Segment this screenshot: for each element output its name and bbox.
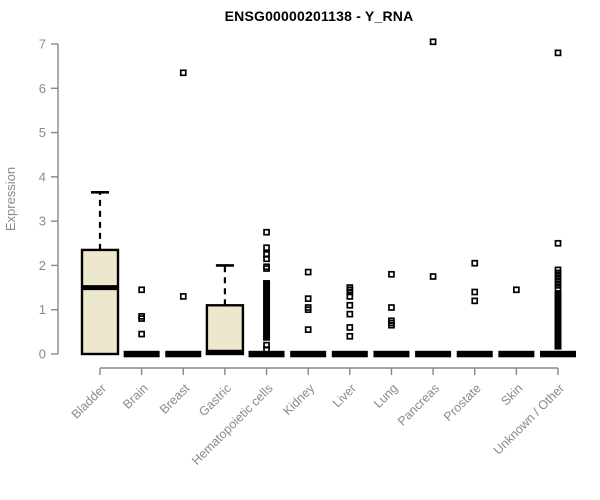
- outlier-point: [346, 301, 354, 309]
- x-tick-label: Kidney: [280, 381, 317, 418]
- y-axis-title: Expression: [3, 167, 18, 231]
- collapsed-box: [290, 350, 327, 358]
- x-tick-label: Liver: [330, 381, 359, 410]
- outlier-point: [263, 265, 270, 272]
- collapsed-box: [498, 350, 535, 358]
- outlier-point: [263, 255, 270, 263]
- x-tick-label: Pancreas: [395, 381, 442, 428]
- outlier-point: [346, 324, 354, 331]
- outlier-point: [554, 49, 562, 57]
- outlier-dense-band: [263, 280, 271, 341]
- collapsed-box: [456, 350, 493, 358]
- outlier-point: [304, 295, 312, 302]
- outlier-point: [471, 288, 479, 296]
- x-tick-label: Lung: [371, 381, 401, 411]
- outlier-point: [388, 321, 395, 329]
- y-tick-label: 3: [39, 214, 46, 229]
- y-tick-label: 5: [39, 125, 46, 140]
- outlier-point: [304, 268, 312, 276]
- outlier-point: [388, 304, 395, 311]
- outlier-point: [138, 315, 145, 322]
- outlier-point: [346, 310, 354, 318]
- collapsed-box: [373, 350, 410, 358]
- outlier-point: [179, 293, 187, 300]
- outlier-point: [554, 239, 562, 247]
- y-tick-label: 0: [39, 347, 46, 362]
- y-tick-label: 7: [39, 37, 46, 52]
- x-tick-label: Bladder: [69, 381, 109, 421]
- outlier-point: [304, 326, 312, 333]
- collapsed-box: [540, 350, 576, 358]
- x-tick-label: Gastric: [196, 381, 234, 419]
- outlier-point: [304, 306, 312, 314]
- outlier-point: [138, 286, 145, 294]
- outlier-point: [346, 332, 354, 340]
- collapsed-box: [331, 350, 368, 358]
- outlier-point: [346, 293, 354, 300]
- y-tick-label: 6: [39, 81, 46, 96]
- outlier-point: [388, 270, 395, 278]
- y-tick-label: 2: [39, 258, 46, 273]
- x-tick-label: Prostate: [441, 381, 484, 424]
- y-tick-label: 1: [39, 302, 46, 317]
- chart-title: ENSG00000201138 - Y_RNA: [224, 8, 414, 24]
- collapsed-box: [415, 350, 452, 358]
- outlier-point: [429, 273, 437, 280]
- outlier-point: [554, 285, 562, 292]
- x-tick-label: Breast: [157, 381, 193, 417]
- collapsed-box: [165, 350, 202, 358]
- outlier-point: [471, 259, 479, 267]
- outlier-point: [263, 244, 270, 252]
- x-tick-label: Skin: [498, 381, 525, 408]
- outlier-point: [429, 38, 437, 46]
- outlier-point: [263, 228, 270, 236]
- y-tick-label: 4: [39, 169, 46, 184]
- iqr-box: [205, 304, 245, 356]
- x-tick-label: Unknown / Other: [491, 381, 567, 457]
- iqr-box: [80, 248, 120, 356]
- outlier-point: [263, 346, 270, 353]
- outlier-point: [513, 286, 520, 294]
- outlier-dense-band: [554, 291, 562, 350]
- collapsed-box: [248, 350, 285, 358]
- outlier-point: [138, 330, 145, 338]
- outlier-point: [471, 297, 479, 305]
- x-tick-label: Brain: [120, 381, 151, 412]
- outlier-point: [179, 69, 187, 77]
- x-tick-label: Hematopoietic cells: [189, 381, 276, 468]
- collapsed-box: [123, 350, 160, 358]
